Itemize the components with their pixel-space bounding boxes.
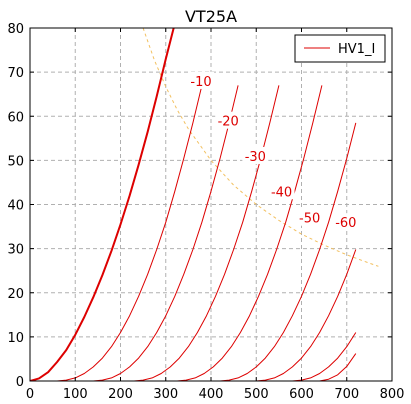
- curve-label-background: [188, 71, 215, 89]
- plate-curve-neg40: [177, 85, 323, 381]
- y-tick-label: 40: [7, 199, 24, 214]
- plate-curve-neg80: [319, 353, 357, 381]
- curve-label: -60: [335, 216, 356, 231]
- curve-label: -30: [245, 150, 266, 165]
- axis-ticks: 0 100 200 300 400 500 600 700 800 0 10 20 30 40 50 60 70…: [7, 22, 404, 402]
- y-tick-label: 0: [16, 375, 24, 390]
- curve-label: -10: [190, 75, 211, 90]
- y-tick-label: 60: [7, 110, 24, 125]
- y-tick-label: 70: [7, 66, 24, 81]
- x-tick-label: 600: [289, 387, 314, 402]
- load-line: [142, 27, 379, 267]
- curve-labels: -10 -20 -30 -40 -50 -60: [188, 71, 359, 231]
- curve-label-background: [296, 208, 323, 226]
- curve-label-background: [242, 146, 269, 164]
- y-tick-label: 30: [7, 243, 24, 258]
- chart-title: VT25A: [185, 7, 237, 26]
- x-tick-label: 300: [153, 387, 178, 402]
- plate-curve-neg50: [220, 122, 357, 381]
- load-line-path: [142, 27, 379, 267]
- plate-curve-neg70: [292, 332, 357, 381]
- legend-label: HV1_I: [338, 42, 375, 57]
- plate-curve-neg30: [134, 85, 280, 381]
- curve-label: -20: [218, 115, 239, 130]
- x-tick-label: 500: [244, 387, 269, 402]
- curve-label-background: [268, 182, 295, 200]
- grid-lines: [30, 28, 392, 381]
- curve-label-background: [332, 213, 359, 231]
- plate-curve-neg20: [93, 85, 239, 381]
- plate-curve-0: [30, 28, 175, 381]
- y-tick-label: 20: [7, 287, 24, 302]
- y-tick-label: 50: [7, 154, 24, 169]
- legend: HV1_I: [294, 34, 386, 63]
- curve-label: -50: [299, 212, 320, 227]
- x-tick-label: 800: [380, 387, 405, 402]
- x-tick-label: 0: [26, 387, 34, 402]
- plate-curves: [30, 28, 357, 381]
- plate-curve-neg10: [57, 85, 203, 381]
- x-tick-label: 700: [334, 387, 359, 402]
- x-tick-label: 200: [108, 387, 133, 402]
- y-tick-label: 10: [7, 331, 24, 346]
- curve-label-background: [215, 111, 242, 129]
- x-tick-label: 400: [199, 387, 224, 402]
- x-tick-label: 100: [63, 387, 88, 402]
- y-tick-label: 80: [7, 22, 24, 37]
- curve-label: -40: [271, 185, 292, 200]
- plate-curve-neg60: [256, 249, 357, 381]
